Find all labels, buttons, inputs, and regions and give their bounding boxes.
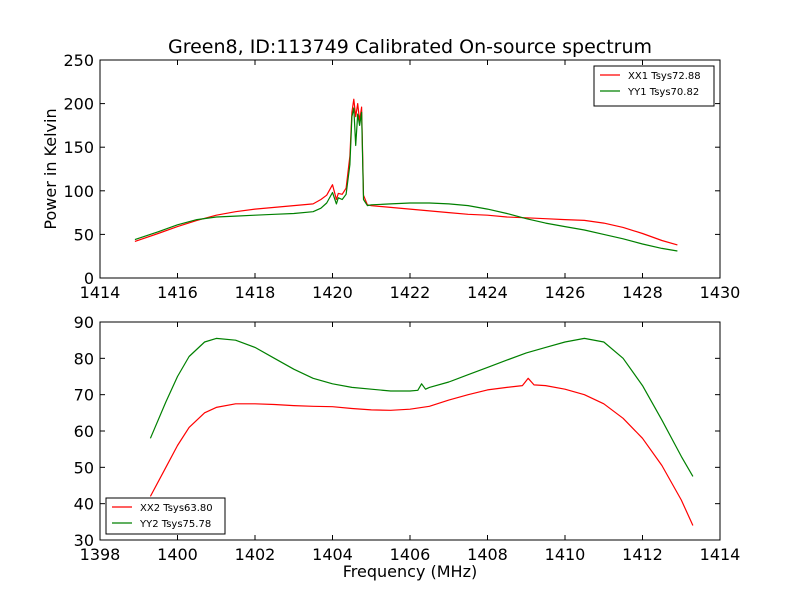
x-tick-label: 1428 — [622, 283, 663, 302]
x-tick-label: 1418 — [235, 283, 276, 302]
x-tick-label: 1406 — [390, 545, 431, 564]
legend-box — [593, 65, 715, 107]
x-tick-label: 1408 — [467, 545, 508, 564]
legend-entry: XX2 Tsys63.80 — [140, 503, 213, 514]
x-tick-label: 1430 — [700, 283, 741, 302]
x-tick-label: 1404 — [312, 545, 353, 564]
x-tick-label: 1414 — [80, 283, 121, 302]
legend-entry: XX1 Tsys72.88 — [628, 71, 701, 82]
x-tick-label: 1412 — [622, 545, 663, 564]
x-tick-label: 1398 — [80, 545, 121, 564]
x-tick-label: 1402 — [235, 545, 276, 564]
y-tick-label: 80 — [74, 349, 94, 368]
series-line-xx — [134, 98, 678, 246]
x-axis-label: Frequency (MHz) — [343, 562, 477, 581]
x-tick-label: 1422 — [390, 283, 431, 302]
top-spectrum-panel: 1414 1416 1418 1420 1422 1424 1426 1428 1430 0 50 1… — [41, 51, 740, 302]
y-tick-label: 60 — [74, 422, 94, 441]
x-tick-label: 1400 — [157, 545, 198, 564]
y-tick-label: 200 — [63, 95, 94, 114]
y-axis-label: Power in Kelvin — [41, 108, 60, 229]
x-tick-label: 1416 — [157, 283, 198, 302]
series-line-yy — [149, 337, 694, 477]
y-tick-label: 40 — [74, 495, 94, 514]
series-line-yy — [134, 107, 678, 252]
y-tick-label: 250 — [63, 51, 94, 70]
legend-entry: YY2 Tsys75.78 — [139, 519, 211, 530]
y-tick-label: 0 — [84, 269, 94, 288]
y-tick-label: 70 — [74, 386, 94, 405]
x-tick-label: 1426 — [545, 283, 586, 302]
y-tick-label: 50 — [74, 225, 94, 244]
y-tick-label: 100 — [63, 182, 94, 201]
series-line-xx — [149, 377, 694, 526]
x-tick-label: 1410 — [545, 545, 586, 564]
legend-entry: YY1 Tsys70.82 — [627, 87, 699, 98]
legend: XX2 Tsys63.80 YY2 Tsys75.78 — [105, 497, 226, 535]
y-tick-label: 150 — [63, 138, 94, 157]
x-tick-label: 1414 — [700, 545, 741, 564]
bottom-spectrum-panel: 1398 1400 1402 1404 1406 1408 1410 1412 1414 30 40… — [74, 313, 741, 581]
y-tick-label: 90 — [74, 313, 94, 332]
x-tick-label: 1424 — [467, 283, 508, 302]
y-tick-label: 50 — [74, 458, 94, 477]
x-tick-label: 1420 — [312, 283, 353, 302]
legend: XX1 Tsys72.88 YY1 Tsys70.82 — [593, 65, 715, 107]
y-tick-label: 30 — [74, 531, 94, 550]
figure-title: Green8, ID:113749 Calibrated On-source s… — [168, 36, 652, 58]
legend-box — [105, 497, 226, 535]
